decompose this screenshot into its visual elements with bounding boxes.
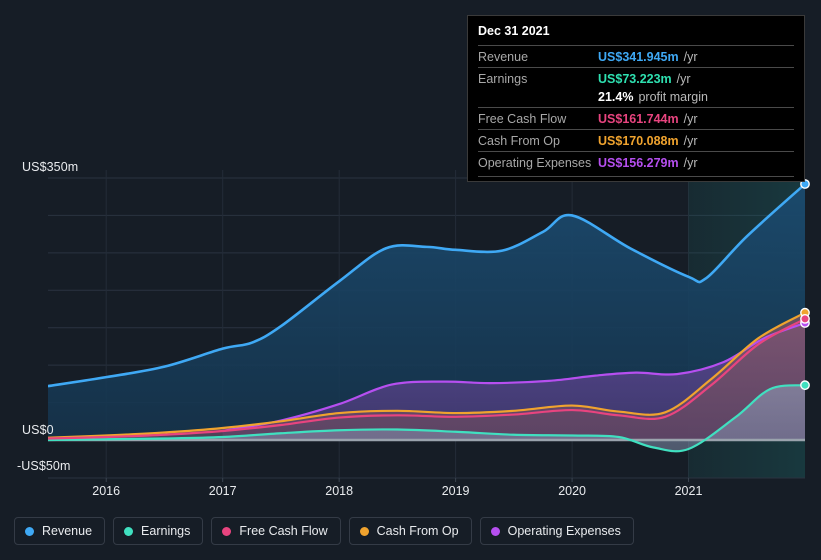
legend-color-dot-icon xyxy=(124,526,134,536)
legend-item-free-cash-flow[interactable]: Free Cash Flow xyxy=(211,517,341,545)
tooltip-row: Revenue US$341.945m/yr xyxy=(478,45,794,67)
legend-item-label: Cash From Op xyxy=(376,524,459,538)
x-axis-tick-2021: 2021 xyxy=(674,484,703,498)
legend-item-label: Revenue xyxy=(42,524,93,538)
tooltip-row: Earnings US$73.223m/yr xyxy=(478,67,794,89)
tooltip-row-unit: /yr xyxy=(683,134,698,148)
legend-color-dot-icon xyxy=(359,526,369,536)
data-tooltip: Dec 31 2021 Revenue US$341.945m/yr Earning… xyxy=(467,15,805,182)
tooltip-row-value: US$341.945m xyxy=(598,50,679,64)
legend-item-label: Operating Expenses xyxy=(507,524,621,538)
legend-item-operating-expenses[interactable]: Operating Expenses xyxy=(479,517,634,545)
tooltip-row-unit: /yr xyxy=(683,156,698,170)
legend-item-revenue[interactable]: Revenue xyxy=(14,517,106,545)
legend-color-dot-icon xyxy=(222,526,232,536)
legend-item-cash-from-op[interactable]: Cash From Op xyxy=(348,517,472,545)
tooltip-date: Dec 31 2021 xyxy=(478,24,550,38)
tooltip-row-label: Revenue xyxy=(478,50,529,64)
tooltip-row: Cash From Op US$170.088m/yr xyxy=(478,129,794,151)
tooltip-bottom-rule xyxy=(478,176,794,177)
tooltip-row-value: US$161.744m xyxy=(598,112,679,126)
tooltip-rows: Revenue US$341.945m/yr Earnings US$73.223m /… xyxy=(478,45,794,173)
tooltip-row-unit: /yr xyxy=(676,72,691,86)
tooltip-row-value: US$170.088m xyxy=(598,134,679,148)
series-lines xyxy=(48,182,805,453)
series-end-markers xyxy=(800,179,810,391)
x-axis-tick-2020: 2020 xyxy=(558,484,586,498)
tooltip-row-value: 21.4% xyxy=(598,90,634,104)
legend-item-label: Free Cash Flow xyxy=(239,524,328,538)
legend-item-label: Earnings xyxy=(141,524,191,538)
x-axis-tick-2019: 2019 xyxy=(441,484,470,498)
tooltip-row: Operating Expenses US$156.279m/yr xyxy=(478,151,794,173)
tooltip-row-label: Cash From Op xyxy=(478,134,560,148)
tooltip-row-unit: /yr xyxy=(683,112,698,126)
x-axis-tick-2017: 2017 xyxy=(208,484,237,498)
tooltip-row: Free Cash Flow US$161.744m/yr xyxy=(478,107,794,129)
legend-color-dot-icon xyxy=(25,526,34,536)
x-axis-line xyxy=(48,477,805,482)
tooltip-row-label: Free Cash Flow xyxy=(478,112,567,126)
tooltip-row-label: Earnings xyxy=(478,72,528,86)
tooltip-row: 21.4% profit margin xyxy=(478,89,794,107)
legend-item-earnings[interactable]: Earnings xyxy=(113,517,204,545)
tooltip-row-value: US$73.223m xyxy=(598,72,672,86)
x-axis-tick-2018: 2018 xyxy=(325,484,354,498)
tooltip-row-unit: /yr xyxy=(683,50,698,64)
chart-legend: Revenue Earnings Free Cash Flow Cash From O… xyxy=(14,517,634,545)
tooltip-row-label: Operating Expenses xyxy=(478,156,592,170)
x-axis-tick-2016: 2016 xyxy=(92,484,121,498)
tooltip-row-unit: profit margin xyxy=(638,90,708,104)
legend-color-dot-icon xyxy=(490,526,500,536)
tooltip-row-value: US$156.279m xyxy=(598,156,679,170)
